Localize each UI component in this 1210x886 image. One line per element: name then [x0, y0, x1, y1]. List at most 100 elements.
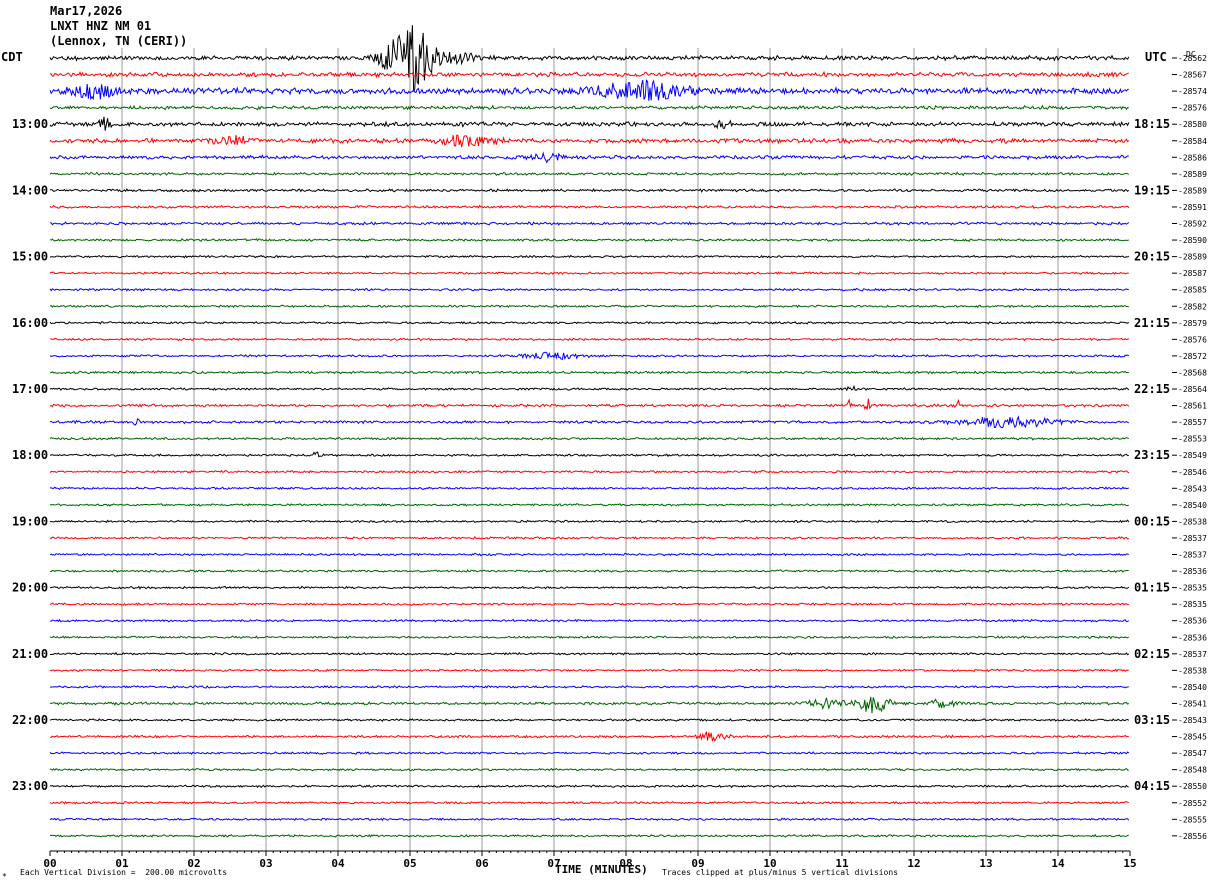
x-tick-label: 15: [1123, 857, 1136, 870]
right-time-label: 19:15: [1134, 183, 1170, 197]
trace-row: [49, 718, 1130, 722]
dc-offset-label: -28556: [1178, 832, 1207, 841]
right-time-label: 01:15: [1134, 581, 1170, 595]
trace-row: [49, 384, 1130, 392]
dc-offset-label: -28568: [1178, 368, 1207, 377]
dc-offset-label: -28537: [1178, 650, 1207, 659]
trace-row: [49, 104, 1130, 111]
right-time-label: 02:15: [1134, 647, 1170, 661]
date-label: Mar17,2026: [50, 4, 123, 18]
dc-offset-label: -28590: [1178, 236, 1207, 245]
trace-row: [49, 221, 1130, 226]
trace-row: [49, 204, 1130, 210]
trace-row: [49, 254, 1130, 259]
minute-gridlines: [121, 48, 1059, 851]
right-time-label: 03:15: [1134, 713, 1170, 727]
dc-offset-label: -28545: [1178, 733, 1207, 742]
trace-row: [49, 833, 1129, 838]
dc-offset-label: -28536: [1178, 633, 1207, 642]
dc-offset-label: -28552: [1178, 799, 1207, 808]
dc-offset-label: -28592: [1178, 220, 1207, 229]
seismic-traces: [49, 25, 1130, 838]
trace-row: [49, 817, 1130, 822]
trace-row: [49, 70, 1129, 79]
trace-row: [49, 767, 1129, 772]
right-time-label: 21:15: [1134, 316, 1170, 330]
trace-row: [49, 188, 1130, 193]
trace-row: [49, 398, 1130, 410]
left-time-label: 21:00: [12, 647, 48, 661]
trace-row: [49, 271, 1129, 276]
trace-row: [50, 451, 1129, 458]
dc-offset-label: -28567: [1178, 71, 1207, 80]
dc-offset-label: -28557: [1178, 418, 1207, 427]
dc-offset-label: -28564: [1178, 385, 1207, 394]
dc-offset-label: -28538: [1178, 666, 1207, 675]
dc-offset-label: -28572: [1178, 352, 1207, 361]
trace-row: [49, 415, 1130, 429]
dc-offset-label: -28587: [1178, 269, 1207, 278]
trace-row: [49, 287, 1129, 292]
x-tick-label: 06: [475, 857, 489, 870]
dc-offset-label: -28537: [1178, 551, 1207, 560]
trace-row: [49, 321, 1130, 325]
trace-row: [49, 569, 1129, 573]
dc-offset-label: -28547: [1178, 749, 1207, 758]
trace-row: [49, 784, 1129, 789]
dc-offset-label: -28548: [1178, 766, 1207, 775]
dc-offset-label: -28550: [1178, 782, 1207, 791]
trace-row: [49, 79, 1129, 101]
dc-offset-label: -28540: [1178, 683, 1207, 692]
left-time-label: 17:00: [12, 382, 48, 396]
dc-offset-label: -28562: [1178, 54, 1207, 63]
trace-row: [49, 502, 1129, 507]
dc-offset-label: -28540: [1178, 501, 1207, 510]
x-tick-label: 04: [331, 857, 345, 870]
trace-row: [50, 585, 1130, 590]
dc-offset-label: -28589: [1178, 186, 1207, 195]
trace-row: [49, 337, 1130, 342]
dc-offset-label: -28582: [1178, 302, 1207, 311]
left-time-label: 16:00: [12, 316, 48, 330]
right-timezone-label: UTC: [1145, 50, 1167, 64]
x-tick-label: 07: [547, 857, 560, 870]
right-time-label: 20:15: [1134, 250, 1170, 264]
trace-row: [49, 436, 1129, 441]
trace-row: [49, 25, 1130, 92]
x-tick-label: 09: [691, 857, 704, 870]
right-time-label: 04:15: [1134, 779, 1170, 793]
right-time-label: 22:15: [1134, 382, 1170, 396]
left-time-label: 14:00: [12, 183, 48, 197]
x-tick-label: 11: [835, 857, 849, 870]
scale-note: Each Vertical Division = 200.00 microvol…: [20, 868, 228, 877]
x-tick-label: 13: [979, 857, 992, 870]
trace-row: [49, 751, 1130, 756]
x-tick-label: 03: [259, 857, 272, 870]
dc-offset-label: -28543: [1178, 484, 1207, 493]
trace-row: [49, 552, 1129, 557]
dc-offset-label: -28553: [1178, 435, 1207, 444]
x-tick-label: 08: [619, 857, 632, 870]
left-time-label: 19:00: [12, 514, 48, 528]
clip-note: Traces clipped at plus/minus 5 vertical …: [662, 868, 899, 877]
left-time-labels: 13:00 14:00 15:00 16:00 17:00 18:00 19:00 20:00…: [12, 117, 48, 793]
dc-offset-label: -28580: [1178, 120, 1207, 129]
left-time-label: 18:00: [12, 448, 48, 462]
dc-offset-label: -28561: [1178, 402, 1207, 411]
x-tick-label: 02: [187, 857, 200, 870]
dc-label: DC: [1186, 50, 1196, 59]
right-time-label: 00:15: [1134, 514, 1170, 528]
dc-offset-label: -28537: [1178, 534, 1207, 543]
dc-offset-label: -28589: [1178, 170, 1207, 179]
trace-row: [49, 486, 1130, 491]
trace-row: [49, 618, 1130, 623]
dc-offset-label: -28543: [1178, 716, 1207, 725]
left-time-label: 13:00: [12, 117, 48, 131]
station-label: LNXT HNZ NM 01: [50, 19, 152, 33]
dc-offset-labels: -28562 -28567 -28574 -28576 -28580 -28584 -285…: [1172, 54, 1207, 841]
dc-offset-label: -28574: [1178, 87, 1207, 96]
dc-offset-label: -28555: [1178, 815, 1207, 824]
dc-offset-label: -28591: [1178, 203, 1207, 212]
trace-row: [49, 519, 1130, 524]
